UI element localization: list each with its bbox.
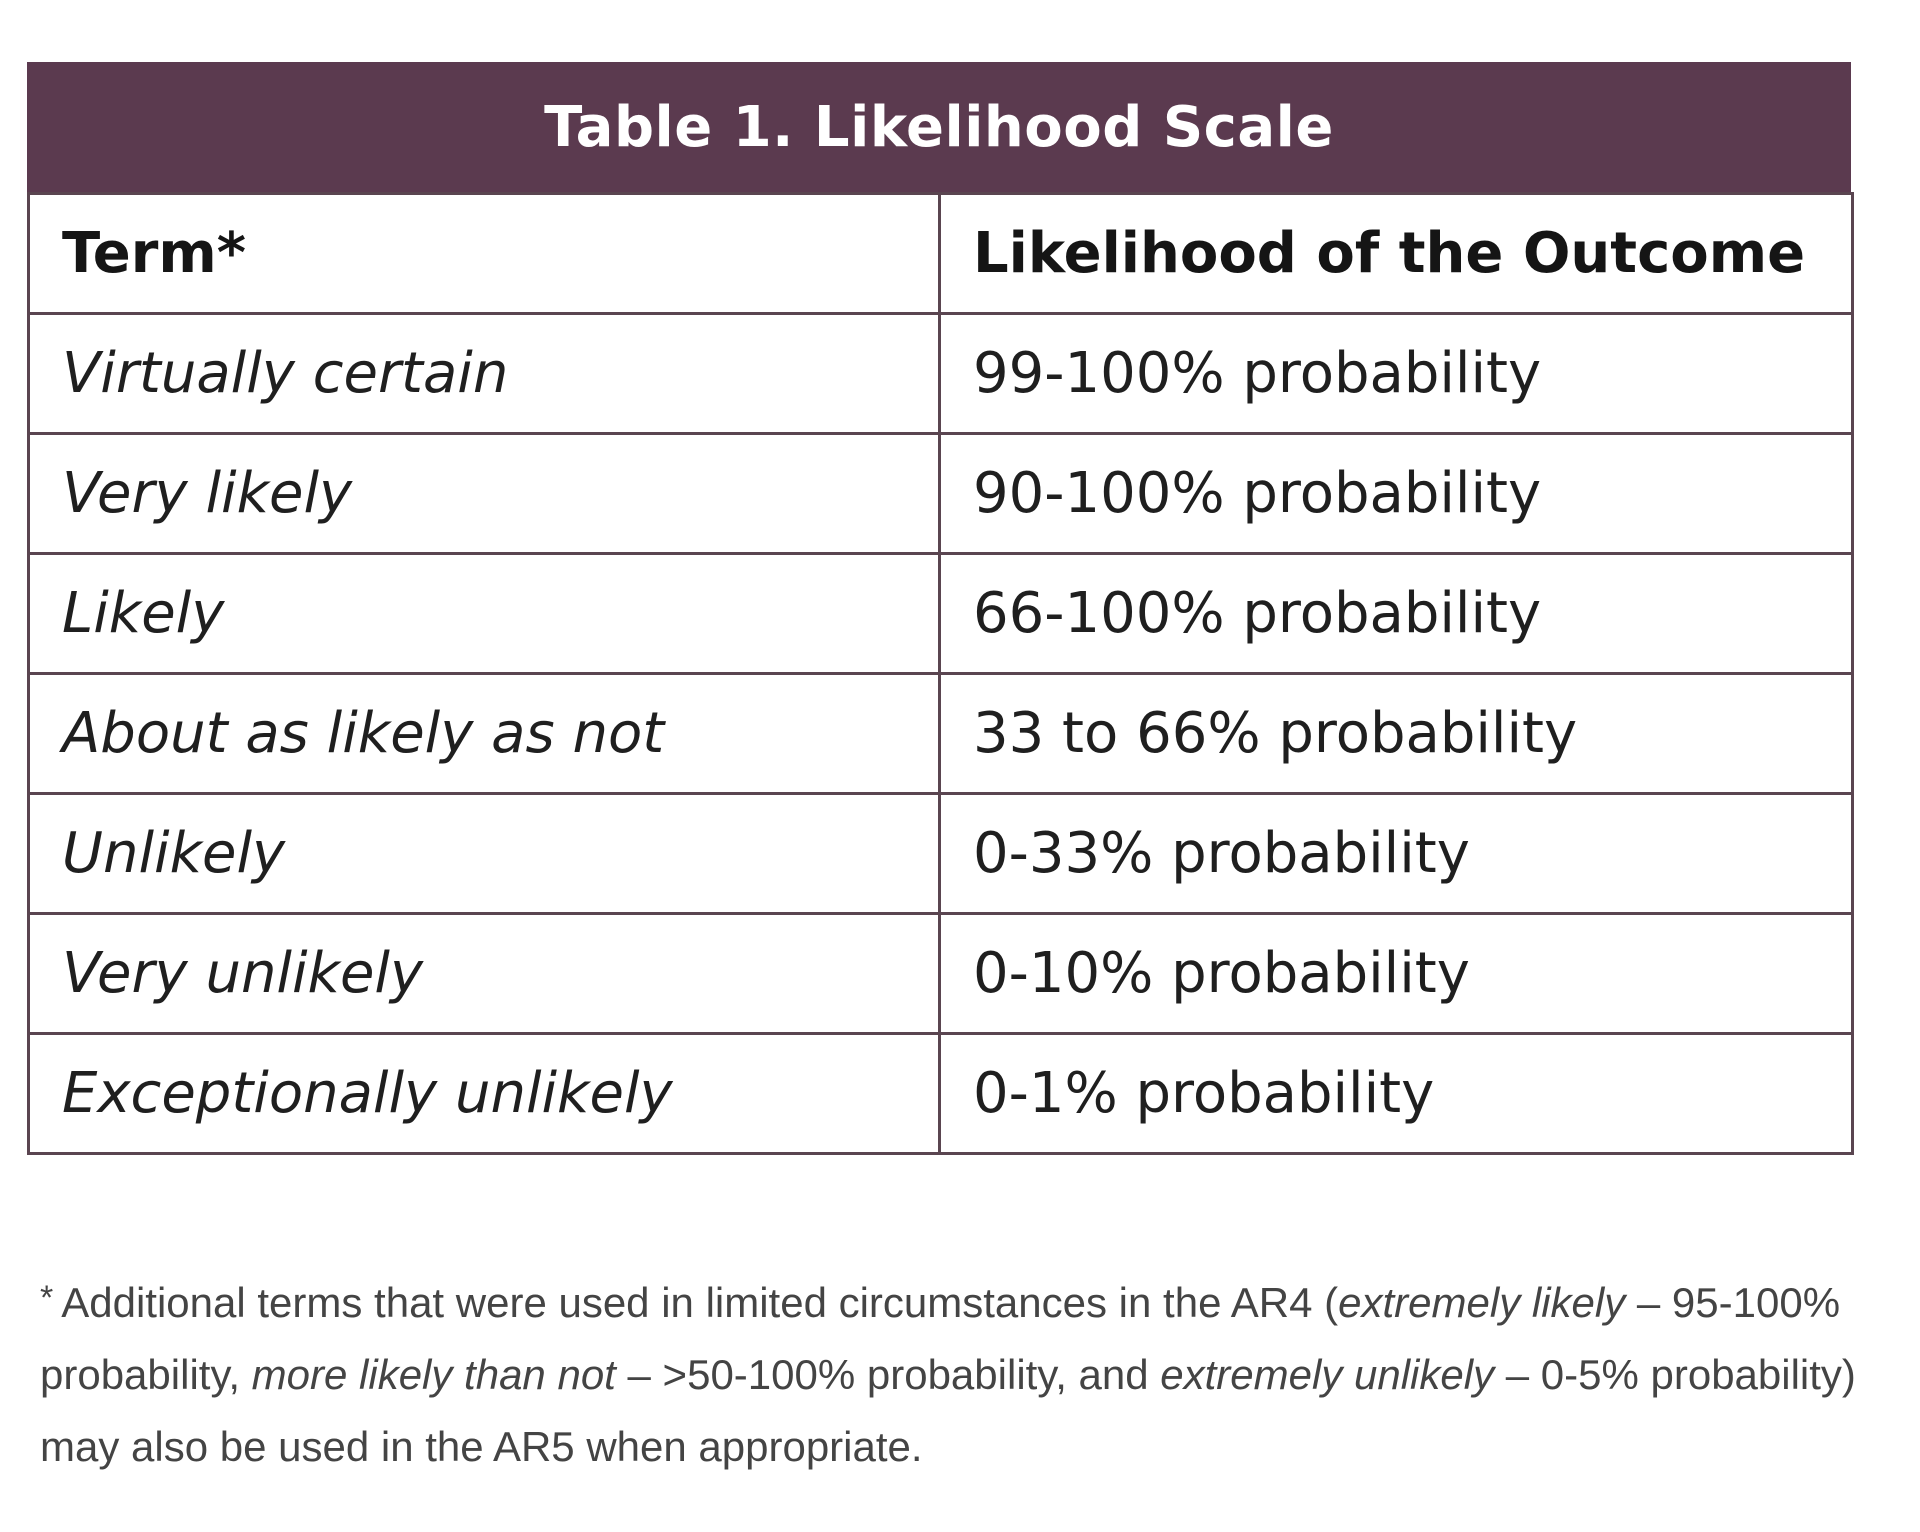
table-title: Table 1. Likelihood Scale [27, 62, 1851, 192]
term-cell: Likely [27, 552, 941, 675]
term-cell: Very unlikely [27, 912, 941, 1035]
likelihood-cell: 0-10% probability [938, 912, 1854, 1035]
likelihood-cell: 0-1% probability [938, 1032, 1854, 1155]
likelihood-cell: 90-100% probability [938, 432, 1854, 555]
footnote-term-extremely-likely: extremely likely [1338, 1279, 1626, 1326]
column-header-term: Term* [27, 192, 941, 315]
likelihood-cell: 99-100% probability [938, 312, 1854, 435]
table-row: Very likely 90-100% probability [27, 432, 1854, 555]
footnote-marker: * [40, 1279, 54, 1317]
likelihood-table-container: Table 1. Likelihood Scale Term* Likeliho… [27, 62, 1854, 1155]
table-header-row: Term* Likelihood of the Outcome [27, 192, 1854, 315]
table-row: Exceptionally unlikely 0-1% probability [27, 1032, 1854, 1155]
table-row: Likely 66-100% probability [27, 552, 1854, 675]
term-cell: Unlikely [27, 792, 941, 915]
footnote-text: – >50-100% probability, and [615, 1351, 1161, 1398]
table-row: Unlikely 0-33% probability [27, 792, 1854, 915]
table-footnote: * Additional terms that were used in limi… [40, 1262, 1860, 1483]
likelihood-cell: 33 to 66% probability [938, 672, 1854, 795]
table-row: Virtually certain 99-100% probability [27, 312, 1854, 435]
table-row: About as likely as not 33 to 66% probabi… [27, 672, 1854, 795]
term-cell: About as likely as not [27, 672, 941, 795]
term-cell: Virtually certain [27, 312, 941, 435]
footnote-text: Additional terms that were used in limit… [61, 1279, 1339, 1326]
footnote-text: – 95-100% probability, [40, 1279, 1841, 1398]
likelihood-cell: 0-33% probability [938, 792, 1854, 915]
footnote-term-extremely-unlikely: extremely unlikely [1160, 1351, 1495, 1398]
table-row: Very unlikely 0-10% probability [27, 912, 1854, 1035]
footnote-term-more-likely-than-not: more likely than not [251, 1351, 616, 1398]
term-cell: Exceptionally unlikely [27, 1032, 941, 1155]
term-cell: Very likely [27, 432, 941, 555]
footnote-text: – 0-5% probability) may also be used in … [40, 1351, 1856, 1470]
column-header-likelihood: Likelihood of the Outcome [938, 192, 1854, 315]
likelihood-cell: 66-100% probability [938, 552, 1854, 675]
likelihood-table: Term* Likelihood of the Outcome Virtuall… [27, 192, 1854, 1155]
